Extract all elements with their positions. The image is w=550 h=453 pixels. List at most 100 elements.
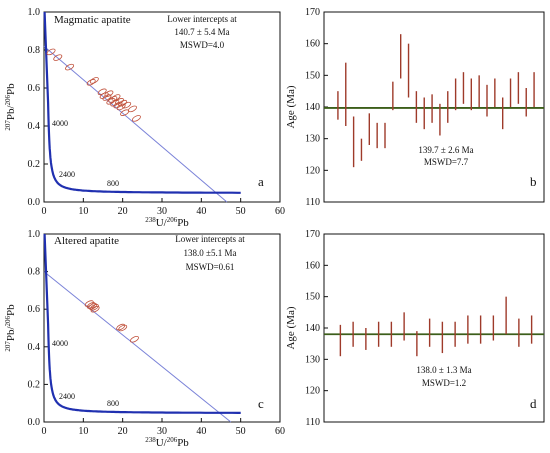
x-axis-label: 238U/206Pb bbox=[145, 436, 189, 449]
y-tick-label: 130 bbox=[305, 354, 320, 365]
y-tick-label: 150 bbox=[305, 70, 320, 81]
panel-b-annotation-line2: MSWD=7.7 bbox=[424, 157, 469, 167]
panel-a-annotation-line2: 140.7 ± 5.4 Ma bbox=[174, 27, 229, 37]
panel-c-annotation-line1: Lower intercepts at bbox=[175, 234, 245, 244]
y-tick-label: 170 bbox=[305, 229, 320, 240]
concordia-label-800-c: 800 bbox=[107, 399, 119, 408]
y-tick-label: 170 bbox=[305, 7, 320, 18]
panel-a-annotation-line1: Lower intercepts at bbox=[167, 14, 237, 24]
data-ellipse bbox=[131, 115, 141, 122]
panel-c-annotation-line3: MSWD=0.61 bbox=[186, 262, 235, 272]
data-ellipse bbox=[116, 103, 126, 111]
data-ellipse bbox=[122, 101, 132, 109]
y-tick-label: 0.4 bbox=[28, 342, 41, 353]
x-tick-label: 60 bbox=[275, 206, 285, 217]
data-ellipse bbox=[90, 305, 100, 313]
data-ellipse bbox=[102, 94, 112, 101]
data-ellipse bbox=[106, 98, 116, 105]
y-tick-label: 1.0 bbox=[28, 229, 41, 240]
panel-a-title: Magmatic apatite bbox=[54, 14, 131, 26]
y-axis-label: 207Pb/206Pb bbox=[4, 304, 17, 352]
y-tick-label: 0.2 bbox=[28, 159, 41, 170]
data-ellipse bbox=[65, 63, 75, 71]
concordia-curve bbox=[43, 233, 241, 414]
y-tick-label: 160 bbox=[305, 260, 320, 271]
data-ellipse bbox=[104, 90, 114, 97]
y-tick-label: 1.0 bbox=[28, 7, 41, 18]
panel-c-title: Altered apatite bbox=[54, 235, 119, 247]
data-ellipse bbox=[53, 54, 63, 61]
data-ellipse bbox=[86, 79, 96, 86]
concordia-label-2400-c: 2400 bbox=[59, 392, 75, 401]
y-tick-label: 110 bbox=[305, 197, 320, 208]
data-ellipse bbox=[118, 99, 128, 107]
panel-d-annotation-line1: 138.0 ± 1.3 Ma bbox=[416, 365, 471, 375]
panel-a-letter: a bbox=[258, 174, 264, 189]
x-axis-label: 238U/206Pb bbox=[145, 216, 189, 229]
data-ellipse bbox=[89, 77, 99, 84]
panel-c-annotation-line2: 138.0 ±5.1 Ma bbox=[184, 248, 237, 258]
panel-a: Magmatic apatite Lower intercepts at 140… bbox=[4, 7, 285, 229]
y-axis-label: Age (Ma) bbox=[285, 85, 297, 128]
y-axis-label: 207Pb/206Pb bbox=[4, 83, 17, 131]
panel-d-annotation-line2: MSWD=1.2 bbox=[422, 378, 466, 388]
concordia-label-800: 800 bbox=[107, 179, 119, 188]
y-tick-label: 140 bbox=[305, 102, 320, 113]
x-tick-label: 50 bbox=[236, 206, 246, 217]
y-tick-label: 110 bbox=[305, 417, 320, 428]
plot-frame bbox=[43, 233, 281, 423]
data-ellipse bbox=[86, 302, 96, 309]
x-tick-label: 10 bbox=[78, 426, 88, 437]
regression-line bbox=[43, 45, 228, 203]
y-tick-label: 150 bbox=[305, 292, 320, 303]
data-ellipse bbox=[111, 94, 121, 101]
data-ellipse bbox=[118, 324, 128, 332]
panel-a-annotation-line3: MSWD=4.0 bbox=[180, 40, 225, 50]
y-tick-label: 0.2 bbox=[28, 379, 41, 390]
data-ellipse bbox=[120, 109, 130, 116]
x-tick-label: 40 bbox=[196, 206, 206, 217]
concordia-label-4000: 4000 bbox=[52, 119, 68, 128]
panel-c-letter: c bbox=[258, 396, 264, 411]
x-tick-label: 30 bbox=[157, 426, 167, 437]
data-ellipse bbox=[110, 99, 120, 107]
y-axis-label: Age (Ma) bbox=[285, 306, 297, 349]
y-tick-label: 160 bbox=[305, 39, 320, 50]
concordia-label-4000-c: 4000 bbox=[52, 339, 68, 348]
panel-d: 138.0 ± 1.3 Ma MSWD=1.2 d 110 120 130 140 15… bbox=[285, 229, 545, 428]
y-tick-label: 0.0 bbox=[28, 417, 41, 428]
regression-line bbox=[43, 271, 232, 423]
y-tick-label: 130 bbox=[305, 134, 320, 145]
x-tick-label: 40 bbox=[196, 426, 206, 437]
data-ellipse bbox=[129, 336, 139, 343]
y-tick-label: 0.6 bbox=[28, 304, 41, 315]
y-tick-label: 120 bbox=[305, 386, 320, 397]
x-tick-label: 60 bbox=[275, 426, 285, 437]
y-tick-label: 120 bbox=[305, 165, 320, 176]
x-tick-label: 10 bbox=[78, 206, 88, 217]
concordia-curve bbox=[43, 11, 241, 194]
x-tick-label: 0 bbox=[42, 426, 47, 437]
panel-b: 139.7 ± 2.6 Ma MSWD=7.7 b 110 120 130 140 15… bbox=[285, 7, 545, 208]
y-tick-label: 0.0 bbox=[28, 197, 41, 208]
data-ellipse bbox=[89, 304, 99, 311]
panel-b-letter: b bbox=[530, 174, 537, 189]
panel-d-letter: d bbox=[530, 396, 537, 411]
x-tick-label: 20 bbox=[118, 206, 128, 217]
panel-c: Altered apatite Lower intercepts at 138.… bbox=[4, 229, 285, 449]
x-tick-label: 50 bbox=[236, 426, 246, 437]
concordia-label-2400: 2400 bbox=[59, 170, 75, 179]
y-tick-label: 0.8 bbox=[28, 267, 41, 278]
plot-frame bbox=[323, 233, 545, 423]
y-tick-label: 0.4 bbox=[28, 121, 41, 132]
x-tick-label: 30 bbox=[157, 206, 167, 217]
data-ellipse bbox=[113, 101, 123, 109]
x-tick-label: 0 bbox=[42, 206, 47, 217]
y-tick-label: 0.8 bbox=[28, 45, 41, 56]
data-ellipse bbox=[115, 98, 125, 105]
plot-frame bbox=[43, 11, 281, 203]
data-ellipse bbox=[46, 48, 56, 56]
x-tick-label: 20 bbox=[118, 426, 128, 437]
panel-b-annotation-line1: 139.7 ± 2.6 Ma bbox=[418, 145, 473, 155]
data-ellipse bbox=[99, 92, 109, 99]
